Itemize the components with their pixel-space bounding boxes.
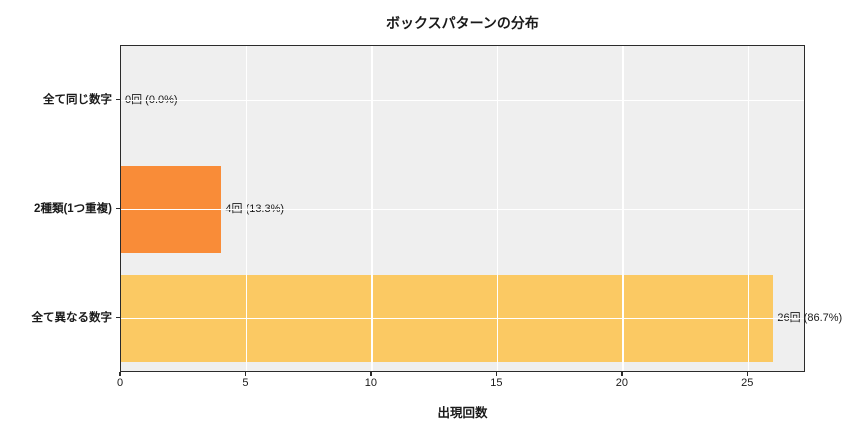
x-tick-mark bbox=[746, 372, 749, 376]
x-tick-label: 25 bbox=[741, 377, 754, 389]
x-tick-mark bbox=[244, 372, 247, 376]
gridline-vertical bbox=[245, 46, 248, 371]
y-tick-label: 全て異なる数字 bbox=[31, 311, 113, 324]
gridline-vertical bbox=[496, 46, 499, 371]
x-tick-label: 15 bbox=[490, 377, 503, 389]
x-tick-label: 5 bbox=[242, 377, 249, 389]
bar-value-label: 4回 (13.3%) bbox=[225, 201, 284, 217]
x-tick-label: 0 bbox=[116, 377, 124, 389]
x-tick-mark bbox=[495, 372, 498, 376]
x-tick-label: 20 bbox=[615, 377, 628, 389]
x-tick-mark bbox=[621, 372, 623, 376]
y-tick-mark bbox=[116, 316, 120, 319]
gridline-vertical bbox=[622, 46, 624, 371]
gridline-vertical bbox=[747, 46, 750, 371]
bar-value-label: 0回 (0.0%) bbox=[125, 92, 178, 108]
gridline-horizontal bbox=[121, 317, 804, 320]
y-tick-label: 全て同じ数字 bbox=[43, 93, 112, 106]
x-tick-mark bbox=[119, 372, 121, 376]
bar-value-label: 26回 (86.7%) bbox=[777, 311, 843, 324]
x-axis-label: 出現回数 bbox=[437, 406, 488, 420]
gridline-vertical bbox=[371, 46, 373, 371]
plot-area bbox=[120, 45, 805, 372]
gridline-horizontal bbox=[121, 208, 804, 211]
y-tick-label: 2種類(1つ重複) bbox=[34, 202, 112, 215]
chart-title: ボックスパターンの分布 bbox=[386, 15, 539, 31]
y-tick-mark bbox=[116, 98, 120, 101]
x-tick-label: 10 bbox=[364, 377, 378, 389]
gridline-horizontal bbox=[121, 99, 804, 102]
x-tick-mark bbox=[370, 372, 372, 376]
y-tick-mark bbox=[116, 207, 120, 210]
